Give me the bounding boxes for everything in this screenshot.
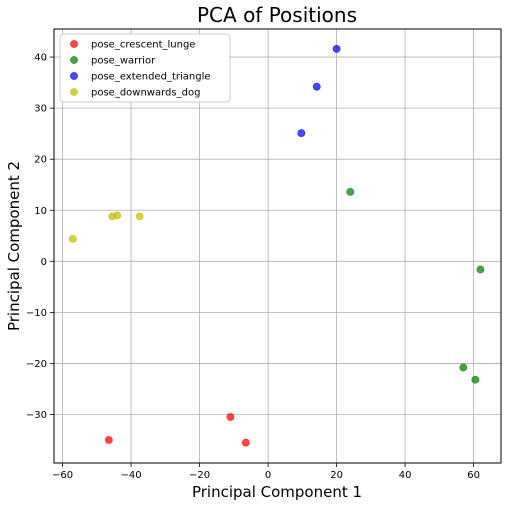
x-tick-label: 40	[399, 470, 412, 481]
legend-marker	[70, 88, 78, 96]
data-point-pose_warrior	[476, 265, 485, 274]
data-point-pose_warrior	[459, 363, 468, 372]
y-tick-label: 20	[34, 155, 47, 166]
legend-marker	[70, 56, 78, 64]
chart-title: PCA of Positions	[197, 3, 357, 27]
x-tick-label: −20	[189, 470, 210, 481]
legend-label: pose_crescent_lunge	[91, 40, 195, 51]
data-point-pose_extended_triangle	[332, 45, 341, 53]
data-point-pose_crescent_lunge	[241, 438, 250, 447]
data-point-pose_crescent_lunge	[104, 436, 113, 444]
y-tick-label: 30	[34, 104, 47, 115]
y-tick-label: −30	[26, 410, 47, 421]
y-tick-label: 10	[34, 206, 47, 217]
x-axis-label: Principal Component 1	[192, 483, 362, 501]
tick-layer: −60 −40 −20 0 20 40 60 −30 −20 −10 0 10 20 30 40	[26, 53, 480, 481]
legend-label: pose_downwards_dog	[91, 88, 200, 99]
legend-marker	[70, 72, 78, 80]
y-tick-label: 0	[41, 257, 47, 268]
x-tick-label: −40	[121, 470, 142, 481]
x-tick-label: −60	[52, 470, 73, 481]
data-point-pose_extended_triangle	[297, 129, 306, 138]
data-point-pose_crescent_lunge	[226, 413, 235, 421]
legend: pose_crescent_lunge pose_warrior pose_exte…	[59, 33, 231, 103]
plot-frame	[53, 28, 502, 464]
grid-layer	[54, 29, 501, 463]
y-axis-label: Principal Component 2	[5, 161, 23, 331]
y-tick-label: 40	[34, 53, 47, 64]
data-point-pose_warrior	[471, 375, 480, 384]
data-point-pose_warrior	[346, 187, 355, 196]
data-point-pose_downwards_dog	[68, 234, 77, 243]
legend-label: pose_extended_triangle	[91, 72, 211, 83]
points-layer	[68, 45, 485, 447]
y-tick-label: −10	[26, 308, 47, 319]
y-tick-label: −20	[26, 359, 47, 370]
legend-box	[59, 33, 231, 103]
legend-label: pose_warrior	[91, 56, 156, 67]
data-point-pose_downwards_dog	[113, 211, 122, 220]
x-tick-label: 20	[330, 470, 343, 481]
x-tick-label: 60	[467, 470, 480, 481]
data-point-pose_extended_triangle	[312, 82, 321, 91]
data-point-pose_downwards_dog	[135, 212, 144, 221]
x-tick-label: 0	[265, 470, 271, 481]
legend-marker	[70, 40, 78, 48]
